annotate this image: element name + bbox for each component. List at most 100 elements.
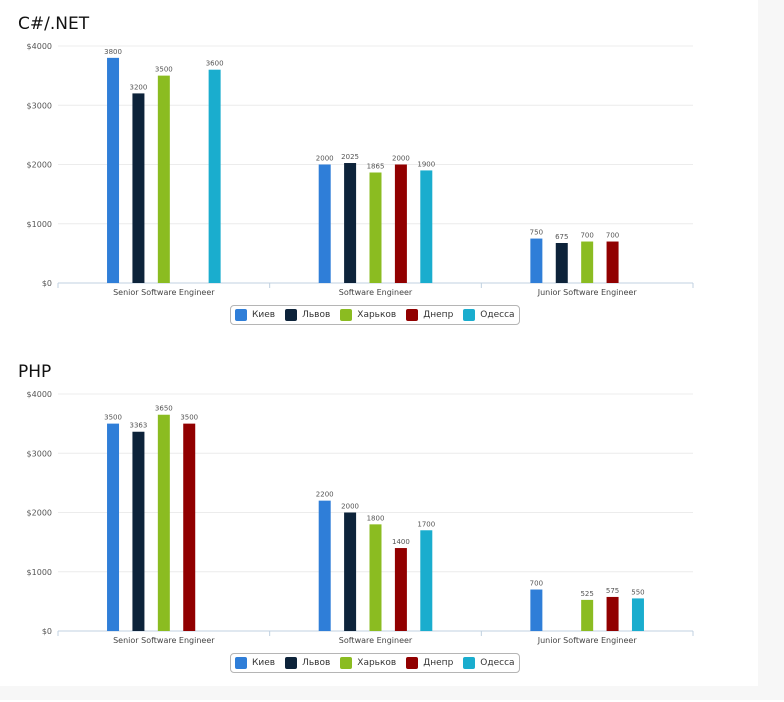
y-tick-label: $0 [42,279,52,288]
legend-item[interactable]: Харьков [340,309,396,321]
bar [318,164,331,283]
legend-item[interactable]: Одесса [463,657,515,669]
legend-label: Днепр [423,658,454,668]
y-tick-label: $0 [42,627,52,636]
legend-swatch [340,309,353,321]
chart-csharp-plot: $4000 $3000 $2000 $1000 $0 Senior Software En… [27,42,694,297]
data-label: 700 [606,232,619,240]
bar [394,164,407,283]
bar [606,596,619,631]
y-tick-label: $4000 [27,390,52,399]
x-tick-label: Junior Software Engineer [537,636,638,645]
legend-item[interactable]: Киев [235,657,275,669]
bar [394,548,407,631]
legend-swatch [235,657,247,669]
data-label: 3363 [130,422,148,430]
legend-label: Киев [252,658,276,668]
legend-swatch [235,309,247,321]
y-tick-label: $1000 [27,568,52,577]
data-label: 3500 [180,414,198,422]
legend-label: Киев [252,310,276,320]
bar [132,93,145,284]
x-tick-label: Software Engineer [339,636,413,645]
bar [420,530,433,631]
bar [107,57,120,283]
chart-legend: Киев Львов Харьков Днепр Одесса [230,305,520,325]
legend-swatch [463,657,476,669]
data-label: 3500 [104,414,122,422]
data-label: 700 [530,580,543,588]
y-tick-label: $3000 [27,101,52,110]
legend-swatch [463,309,476,321]
data-label: 675 [555,233,568,241]
legend-label: Харьков [357,310,397,320]
bar [581,599,594,631]
page-bottom-strip [0,686,784,700]
legend-label: Харьков [357,658,397,668]
page-side-strip [758,0,784,700]
data-label: 1900 [417,160,435,168]
legend-label: Одесса [480,310,515,320]
legend-label: Львов [302,310,331,320]
legend-label: Днепр [423,310,454,320]
legend-swatch [406,309,419,321]
y-tick-label: $3000 [27,449,52,458]
data-label: 750 [530,229,543,237]
legend-item[interactable]: Киев [235,309,275,321]
bar [631,598,644,631]
chart-csharp: C#/.NET $4000 $3000 $2000 $1000 $0 Senior Sof… [0,14,740,354]
data-label: 1800 [367,514,385,522]
x-tick-label: Software Engineer [339,288,413,297]
bar [530,589,543,631]
legend-item[interactable]: Харьков [340,657,396,669]
data-label: 550 [631,588,644,596]
legend-item[interactable]: Одесса [463,309,515,321]
data-label: 1700 [417,520,435,528]
bar [369,524,382,631]
bar [157,414,170,631]
x-tick-label: Junior Software Engineer [537,288,638,297]
bar [183,423,196,631]
chart-php: PHP $4000 $3000 $2000 $1000 $0 Senior Softwar… [0,362,740,702]
bar [369,172,382,283]
bar [132,431,145,631]
x-tick-label: Senior Software Engineer [113,288,215,297]
chart-title: C#/.NET [18,14,90,34]
bar [157,75,170,283]
data-label: 2000 [392,155,410,163]
bar [344,512,357,631]
bar [344,163,357,283]
legend-swatch [406,657,419,669]
data-label: 700 [580,232,593,240]
data-label: 3500 [155,66,173,74]
chart-title: PHP [18,362,52,382]
bar [555,243,568,283]
bar [581,241,594,283]
bar [107,423,120,631]
data-label: 525 [580,590,593,598]
legend-item[interactable]: Львов [285,309,330,321]
data-label: 3200 [130,83,148,91]
data-label: 1865 [367,162,385,170]
legend-item[interactable]: Днепр [406,657,453,669]
bar [606,241,619,283]
bar [208,69,221,283]
legend-item[interactable]: Днепр [406,309,453,321]
legend-label: Львов [302,658,331,668]
y-tick-label: $4000 [27,42,52,51]
legend-swatch [340,657,353,669]
chart-legend: Киев Львов Харьков Днепр Одесса [230,653,520,673]
legend-item[interactable]: Львов [285,657,330,669]
data-label: 2025 [341,153,359,161]
y-tick-label: $2000 [27,509,52,518]
legend-label: Одесса [480,658,515,668]
data-label: 2000 [341,503,359,511]
legend-swatch [285,309,298,321]
bar [318,500,331,631]
y-tick-label: $2000 [27,161,52,170]
data-label: 3650 [155,405,173,413]
chart-php-plot: $4000 $3000 $2000 $1000 $0 Senior Software En… [27,390,694,645]
data-label: 575 [606,587,619,595]
data-label: 1400 [392,538,410,546]
legend-swatch [285,657,298,669]
